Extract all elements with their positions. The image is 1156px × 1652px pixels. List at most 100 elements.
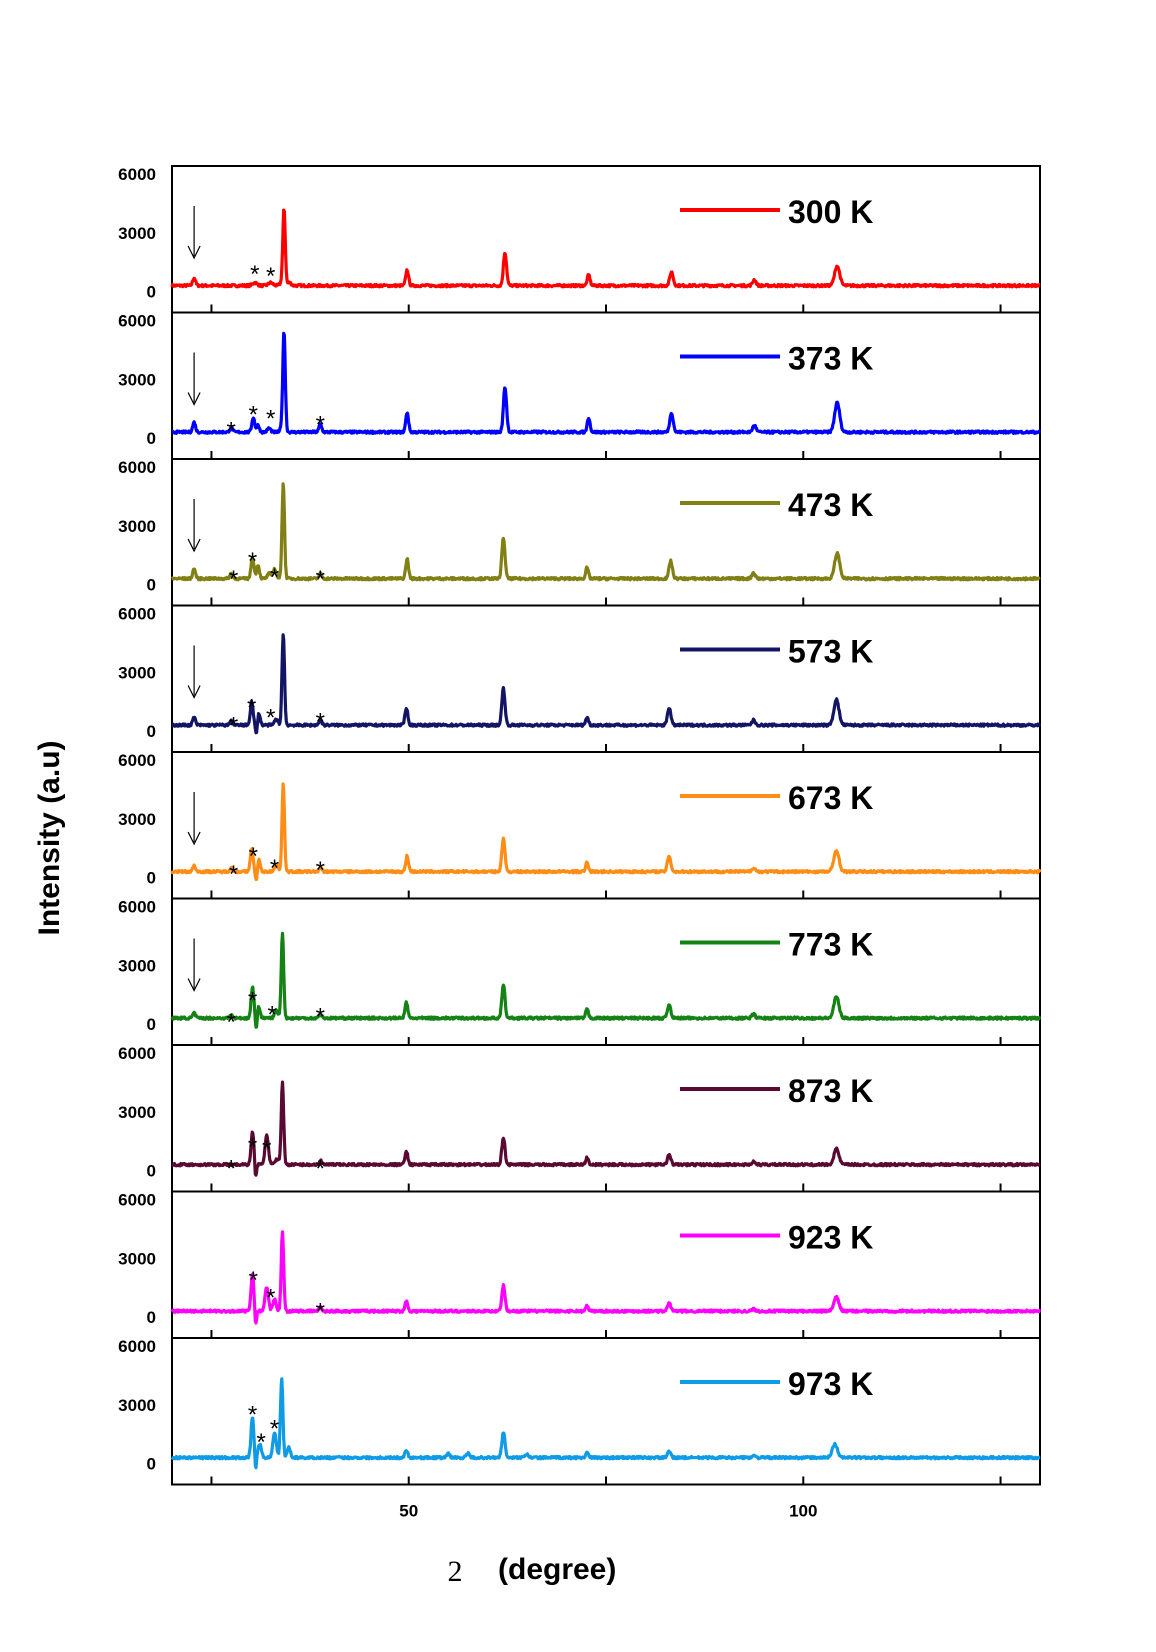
y-tick-label: 0 [147, 576, 156, 595]
y-tick-label: 0 [147, 1308, 156, 1327]
impurity-star: * [316, 1156, 325, 1183]
legend-label: 873 K [788, 1073, 873, 1109]
y-tick-label: 3000 [118, 1249, 156, 1268]
impurity-star: * [249, 843, 258, 870]
impurity-star: * [316, 1298, 325, 1325]
y-tick-label: 3000 [118, 1396, 156, 1415]
peak-arrow-head [187, 685, 201, 699]
xrd-pattern-line [170, 1377, 1042, 1470]
x-tick-label: 100 [789, 1502, 817, 1521]
panel-frame [171, 1044, 1041, 1193]
y-tick-label: 3000 [118, 370, 156, 389]
xrd-pattern-line [171, 331, 1042, 435]
panel-6: 0 3000 6000 773 K * * * * [118, 897, 1042, 1046]
y-axis-label: Intensity (a.u) [33, 740, 66, 935]
peak-arrow-head [187, 245, 201, 260]
panel-frame [171, 1190, 1041, 1339]
legend-label: 673 K [788, 780, 873, 816]
impurity-star: * [316, 411, 325, 438]
impurity-star: * [256, 1429, 265, 1456]
impurity-star: * [227, 1009, 236, 1036]
y-tick-label: 3000 [118, 517, 156, 536]
legend-label: 773 K [788, 927, 873, 963]
xrd-pattern-line [170, 208, 1042, 289]
impurity-star: * [316, 708, 325, 735]
impurity-star: * [247, 695, 256, 722]
impurity-star: * [248, 1402, 257, 1429]
legend-label: 973 K [788, 1366, 873, 1402]
impurity-star: * [229, 566, 238, 593]
panel-frame [171, 897, 1041, 1046]
impurity-star: * [229, 861, 238, 888]
impurity-star: * [250, 261, 259, 288]
impurity-star: * [266, 1285, 275, 1312]
legend-label: 300 K [788, 194, 873, 230]
impurity-star: * [266, 263, 275, 290]
y-tick-label: 6000 [118, 605, 156, 624]
y-tick-label: 3000 [118, 224, 156, 243]
panel-frame [171, 458, 1041, 607]
peak-arrow-head [187, 538, 201, 553]
panel-5: 0 3000 6000 673 K * * * * [118, 751, 1042, 900]
y-tick-label: 0 [147, 1455, 156, 1474]
y-tick-label: 0 [147, 1015, 156, 1034]
y-tick-label: 3000 [118, 663, 156, 682]
impurity-star: * [268, 1001, 277, 1028]
impurity-star: * [227, 1156, 236, 1183]
impurity-star: * [316, 857, 325, 884]
y-tick-label: 6000 [118, 1191, 156, 1210]
panel-3: 0 3000 6000 473 K * * * * [118, 458, 1042, 607]
y-tick-label: 0 [147, 283, 156, 302]
panel-1: 0 3000 6000 300 K * * [118, 165, 1042, 314]
y-tick-label: 3000 [118, 956, 156, 975]
xrd-pattern-line [170, 1230, 1042, 1325]
legend-label: 573 K [788, 634, 873, 670]
impurity-star: * [229, 712, 238, 739]
y-tick-label: 3000 [118, 810, 156, 829]
y-tick-label: 0 [147, 1162, 156, 1181]
y-tick-label: 3000 [118, 1103, 156, 1122]
y-tick-label: 6000 [118, 458, 156, 477]
x-axis-label: (degree) [498, 1553, 616, 1586]
impurity-star: * [249, 1267, 258, 1294]
impurity-star: * [266, 704, 275, 731]
panel-frame [171, 751, 1041, 900]
panel-frame [171, 165, 1041, 314]
panel-frame [171, 604, 1041, 753]
panel-2: 0 3000 6000 373 K * * * * [118, 311, 1042, 460]
legend-label: 473 K [788, 487, 873, 523]
x-axis: 50 100 [399, 1502, 817, 1521]
x-axis-label-prefix: 2 [448, 1555, 463, 1588]
x-tick-label: 50 [399, 1502, 418, 1521]
panel-frame [171, 311, 1041, 460]
xrd-pattern-line [171, 633, 1042, 735]
impurity-star: * [248, 988, 257, 1015]
impurity-star: * [270, 855, 279, 882]
xrd-pattern-line [170, 782, 1042, 882]
panel-frame [171, 1337, 1041, 1486]
peak-arrow-head [187, 831, 201, 846]
peak-arrow-head [187, 978, 201, 992]
impurity-star: * [248, 1134, 257, 1161]
y-tick-label: 6000 [118, 312, 156, 331]
legend-label: 373 K [788, 341, 873, 377]
panel-4: 0 3000 6000 573 K * * * * [118, 604, 1042, 753]
impurity-star: * [262, 1136, 271, 1163]
xrd-pattern-line [171, 1080, 1042, 1177]
legend-label: 923 K [788, 1220, 873, 1256]
y-tick-label: 0 [147, 722, 156, 741]
impurity-star: * [266, 406, 275, 433]
y-tick-label: 0 [147, 429, 156, 448]
impurity-star: * [248, 548, 257, 575]
xrd-pattern-line [170, 931, 1042, 1029]
y-tick-label: 6000 [118, 165, 156, 184]
y-tick-label: 0 [147, 869, 156, 888]
y-tick-label: 6000 [118, 1044, 156, 1063]
impurity-star: * [270, 1415, 279, 1442]
peak-arrow-head [187, 392, 201, 406]
impurity-star: * [316, 1003, 325, 1030]
